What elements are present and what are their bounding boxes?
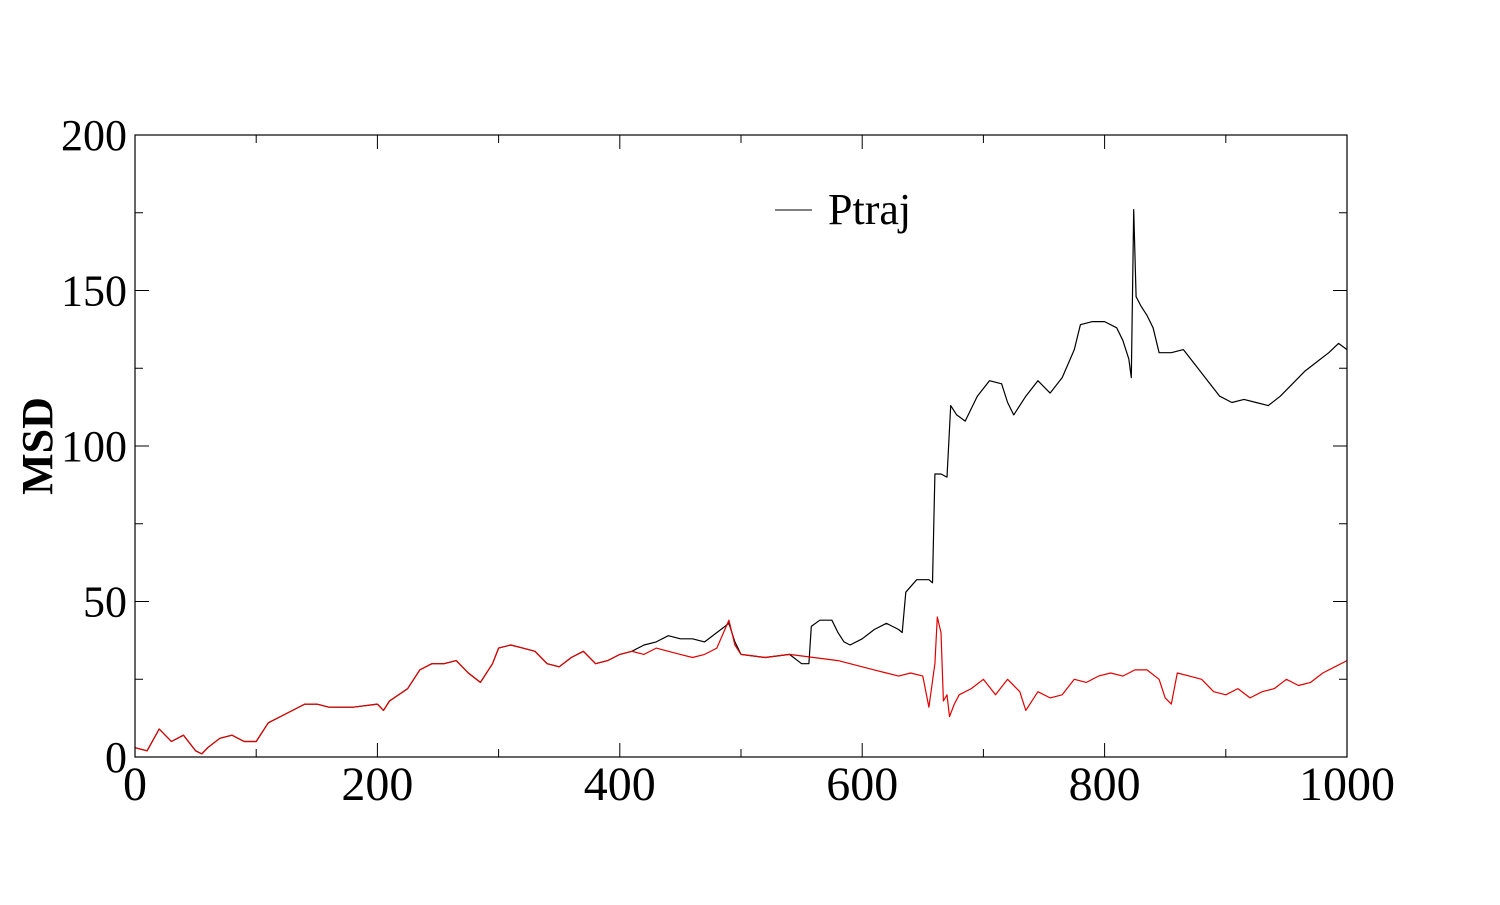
y-tick-label: 0 <box>105 733 127 782</box>
x-tick-label: 1000 <box>1299 758 1395 811</box>
x-tick-label: 600 <box>826 758 898 811</box>
y-tick-label: 200 <box>61 111 127 160</box>
x-tick-label: 0 <box>123 758 147 811</box>
y-tick-label: 100 <box>61 422 127 471</box>
axes: 0 200 400 600 800 1000 0 50 100 150 200 <box>61 111 1395 811</box>
x-tick-label: 200 <box>341 758 413 811</box>
legend-label-ptraj: Ptraj <box>828 185 911 234</box>
x-tick-label: 800 <box>1069 758 1141 811</box>
series-line-ptraj <box>134 209 1348 755</box>
y-tick-label: 150 <box>61 267 127 316</box>
plot-frame <box>134 134 1348 758</box>
plot-area <box>134 209 1348 755</box>
series-line-series-2 <box>134 616 1348 755</box>
y-tick-label: 50 <box>83 578 127 627</box>
x-tick-label: 400 <box>584 758 656 811</box>
y-axis-label: MSD <box>13 397 62 495</box>
legend: Ptraj <box>775 185 911 234</box>
